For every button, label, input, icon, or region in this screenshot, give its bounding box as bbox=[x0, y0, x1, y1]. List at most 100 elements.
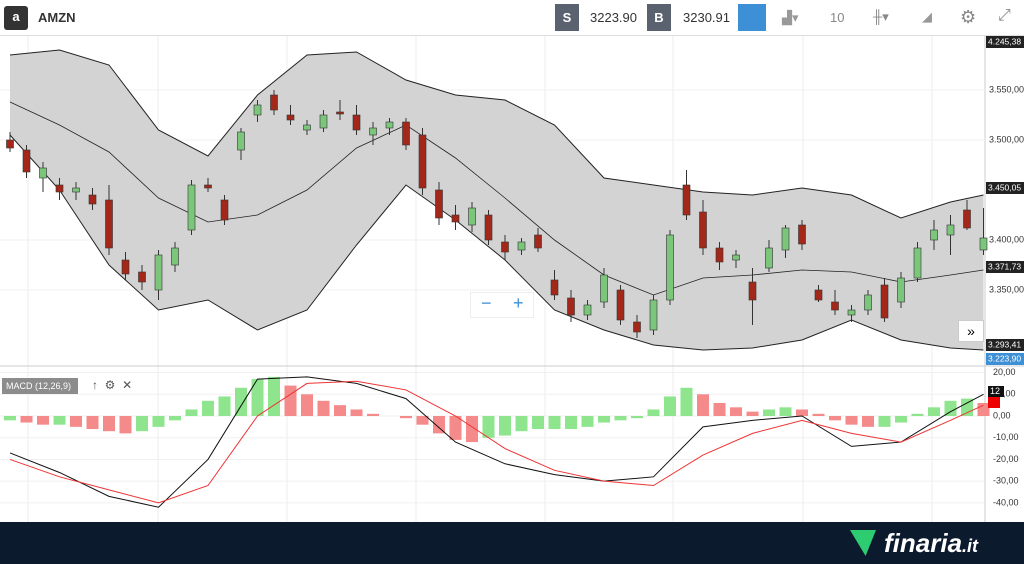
chart: 3.550,00 3.500,00 3.400,00 3.350,00 4.245,38… bbox=[0, 36, 1024, 522]
candles-button[interactable]: ╫▾ bbox=[873, 9, 889, 24]
indicator-tools[interactable]: ↑ ⚙ ✕ bbox=[92, 378, 133, 392]
histogram-bar bbox=[664, 396, 676, 417]
candle-body bbox=[781, 227, 790, 251]
histogram-bar bbox=[812, 413, 825, 417]
candle-body bbox=[303, 124, 311, 131]
histogram-bar bbox=[763, 409, 775, 417]
candle-body bbox=[649, 299, 658, 331]
candle-body bbox=[666, 234, 674, 301]
price-badge bbox=[986, 182, 1024, 194]
candle-body bbox=[121, 259, 130, 275]
histogram-bar bbox=[152, 416, 165, 427]
sell-button[interactable]: S bbox=[555, 4, 579, 31]
histogram-bar bbox=[977, 402, 990, 417]
histogram-bar bbox=[878, 416, 891, 427]
histogram-bar bbox=[449, 416, 462, 440]
histogram-bar bbox=[4, 416, 16, 421]
candle-body bbox=[765, 247, 773, 269]
candle-body bbox=[484, 214, 493, 241]
candle-body bbox=[864, 294, 872, 311]
histogram-bar bbox=[169, 416, 181, 421]
candle-body bbox=[534, 234, 542, 249]
histogram-bar bbox=[251, 379, 264, 417]
histogram-bar bbox=[565, 416, 577, 430]
candle-body bbox=[930, 229, 938, 241]
candle-body bbox=[369, 127, 377, 136]
candle-body bbox=[336, 111, 344, 115]
zoom-controls: − + bbox=[470, 292, 534, 318]
candle-body bbox=[352, 114, 361, 131]
candle-body bbox=[319, 114, 328, 129]
candle-body bbox=[22, 149, 31, 173]
candle-body bbox=[270, 94, 278, 111]
candle-body bbox=[451, 214, 460, 223]
histogram-bar bbox=[928, 407, 940, 417]
candle-body bbox=[567, 297, 575, 316]
candle-body bbox=[798, 224, 806, 245]
settings-button[interactable]: ⚙ bbox=[960, 7, 977, 27]
y-tick-label: -40,00 bbox=[993, 497, 1019, 507]
histogram-bar bbox=[235, 387, 247, 417]
price-badge bbox=[986, 36, 1024, 48]
candle-body bbox=[468, 207, 476, 226]
histogram-bar bbox=[482, 416, 495, 438]
candle-body bbox=[171, 247, 179, 266]
histogram-bar bbox=[796, 409, 808, 417]
scroll-right[interactable]: » bbox=[958, 320, 984, 342]
histogram-bar bbox=[895, 416, 907, 423]
histogram-bar bbox=[862, 416, 874, 427]
candle-body bbox=[699, 211, 707, 249]
histogram-bar bbox=[185, 409, 198, 417]
histogram-bar bbox=[20, 416, 33, 423]
candle-body bbox=[55, 184, 64, 193]
interval-button[interactable]: 10 bbox=[830, 10, 845, 25]
band-fill bbox=[10, 50, 984, 350]
histogram-bar bbox=[367, 413, 379, 417]
candle-body bbox=[682, 184, 691, 216]
histogram-bar bbox=[647, 409, 660, 417]
candle-body bbox=[583, 304, 592, 316]
histogram-bar bbox=[136, 416, 148, 432]
candle-body bbox=[963, 209, 971, 229]
histogram-bar bbox=[730, 407, 742, 417]
zoom-out[interactable]: − bbox=[481, 293, 492, 313]
candle-body bbox=[831, 301, 839, 311]
candle-body bbox=[418, 134, 427, 189]
histogram-bar bbox=[829, 416, 841, 421]
histogram-bar bbox=[598, 416, 610, 423]
macd-badge bbox=[988, 386, 1004, 397]
histogram-bar bbox=[548, 416, 561, 430]
candle-body bbox=[501, 241, 509, 253]
fullscreen-button[interactable]: ⤢ bbox=[998, 7, 1011, 24]
logo-icon[interactable]: a bbox=[4, 6, 28, 30]
histogram-bar bbox=[697, 394, 709, 417]
histogram-bar bbox=[334, 405, 346, 417]
histogram-bar bbox=[70, 416, 82, 427]
candle-body bbox=[253, 104, 262, 116]
price-badge-label: 3.371,73 bbox=[988, 261, 1021, 271]
histogram-bar bbox=[301, 394, 313, 417]
zoom-in[interactable]: + bbox=[513, 293, 524, 313]
buy-button[interactable]: B bbox=[647, 4, 671, 31]
candle-body bbox=[732, 254, 740, 261]
signal-badge bbox=[988, 397, 1000, 408]
histogram-bar bbox=[202, 400, 214, 417]
histogram-bar bbox=[581, 416, 594, 427]
chart-type-button[interactable]: ▟▾ bbox=[782, 10, 799, 25]
price-badge-label: 4.245,38 bbox=[988, 36, 1021, 46]
histogram-bar bbox=[779, 407, 792, 417]
candle-body bbox=[187, 184, 196, 231]
y-tick-label: 20,00 bbox=[993, 367, 1016, 377]
draw-button[interactable]: ◢ bbox=[922, 9, 932, 24]
candle-body bbox=[814, 289, 823, 301]
crosshair-button[interactable] bbox=[738, 4, 766, 31]
y-tick-label: 3.550,00 bbox=[989, 84, 1024, 94]
candle-body bbox=[897, 277, 905, 303]
candle-body bbox=[237, 131, 245, 151]
candle-body bbox=[204, 184, 212, 189]
histogram-bar bbox=[284, 385, 297, 417]
candle-body bbox=[88, 194, 97, 205]
histogram-bar bbox=[103, 416, 115, 432]
buy-price: 3230.91 bbox=[683, 10, 730, 25]
